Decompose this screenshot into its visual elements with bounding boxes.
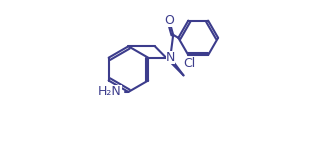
Text: H₂N: H₂N xyxy=(98,85,122,98)
Text: O: O xyxy=(165,14,174,27)
Text: N: N xyxy=(166,51,175,64)
Text: Cl: Cl xyxy=(184,57,196,70)
